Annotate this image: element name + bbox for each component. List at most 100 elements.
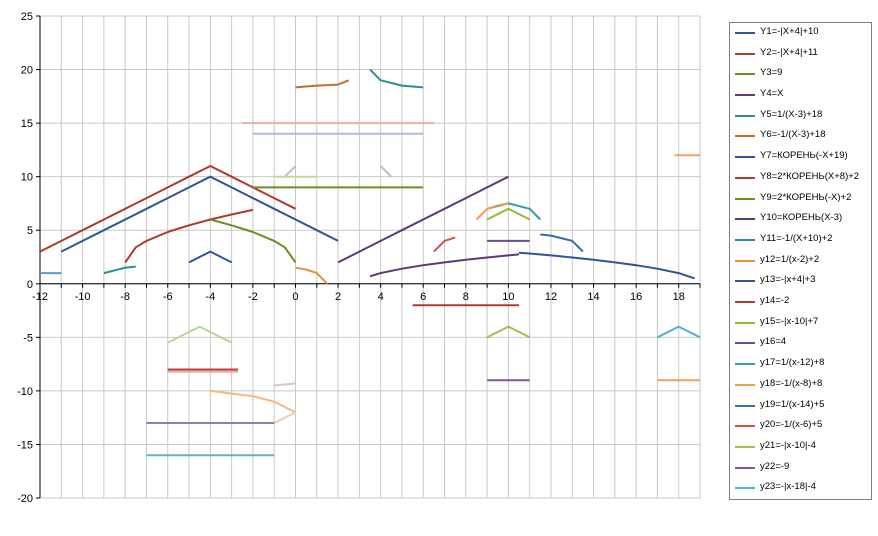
y-tick-label: 20 (21, 65, 33, 77)
legend-item: y12=1/(x-2)+2 (730, 251, 871, 271)
legend-label: Y5=1/(X-3)+18 (760, 108, 823, 120)
legend-label: Y4=X (760, 88, 784, 100)
legend-item: y19=1/(x-14)+5 (730, 396, 871, 416)
legend-item: Y4=X (730, 85, 871, 105)
legend-label: Y9=2*КОРЕНЬ(-X)+2 (760, 191, 852, 203)
legend-item: y22=-9 (730, 458, 871, 478)
legend-swatch (735, 218, 755, 221)
legend-swatch (735, 404, 755, 407)
legend-label: y19=1/(x-14)+5 (760, 398, 825, 410)
series-line (295, 266, 329, 285)
unlabeled-series-line (273, 411, 296, 424)
y-tick-label: 15 (21, 118, 33, 130)
legend-label: Y8=2*КОРЕНЬ(X+8)+2 (760, 170, 860, 182)
legend-item: y15=-|x-10|+7 (730, 313, 871, 333)
unlabeled-series-line (167, 325, 233, 344)
y-tick-label: 25 (21, 11, 33, 23)
legend-swatch (735, 383, 755, 386)
y-tick-label: 0 (27, 279, 33, 291)
unlabeled-series-line (274, 382, 296, 387)
legend-item: Y11=-1/(X+10)+2 (730, 230, 871, 250)
series-line (210, 218, 297, 263)
legend-item: Y7=КОРЕНЬ(-X+19) (730, 147, 871, 167)
x-tick-label: 10 (502, 291, 514, 303)
x-tick-label: 2 (335, 291, 341, 303)
legend-swatch (735, 425, 755, 428)
legend-label: y14=-2 (760, 295, 790, 307)
series-line (60, 175, 339, 253)
legend-label: y21=-|x-10|-4 (760, 439, 816, 451)
legend-item: Y10=КОРЕНЬ(X-3) (730, 209, 871, 229)
series-line (475, 202, 509, 221)
x-tick-label: 8 (463, 291, 469, 303)
legend-item: y13=-|x+4|+3 (730, 271, 871, 291)
x-tick-label: 12 (545, 291, 557, 303)
legend-swatch (735, 280, 755, 283)
legend-swatch (735, 197, 755, 200)
legend-label: Y1=-|X+4|+10 (760, 26, 819, 37)
legend-item: Y9=2*КОРЕНЬ(-X)+2 (730, 189, 871, 209)
legend-label: y15=-|x-10|+7 (760, 315, 819, 327)
unlabeled-series-line (284, 165, 297, 178)
legend-label: Y2=-|X+4|+11 (760, 46, 818, 58)
legend-item: y20=-1/(x-6)+5 (730, 416, 871, 436)
legend-item: Y1=-|X+4|+10 (730, 23, 871, 43)
series-line (337, 175, 509, 264)
x-tick-label: -8 (120, 291, 130, 303)
chart-legend: Y1=-|X+4|+10 Y2=-|X+4|+11 Y3=9 Y4=X Y5=1/(X-… (729, 22, 872, 500)
legend-swatch (735, 487, 755, 490)
x-tick-label: 14 (587, 291, 599, 303)
y-tick-label: -15 (17, 439, 33, 451)
legend-swatch (735, 94, 755, 97)
plot-border (39, 15, 701, 499)
legend-label: Y6=-1/(X-3)+18 (760, 129, 826, 141)
legend-label: y12=1/(x-2)+2 (760, 253, 820, 265)
x-tick-label: -4 (205, 291, 215, 303)
legend-swatch (735, 342, 755, 345)
legend-swatch (735, 363, 755, 366)
legend-label: y23=-|x-18|-4 (760, 481, 816, 493)
series-line (486, 207, 531, 221)
legend-swatch (735, 301, 755, 304)
x-tick-label: 6 (420, 291, 426, 303)
legend-swatch (735, 135, 755, 138)
axis-layer (36, 15, 701, 499)
series-line (518, 251, 696, 280)
y-tick-label: 10 (21, 172, 33, 184)
legend-swatch (735, 114, 755, 117)
grid-layer (39, 15, 701, 499)
y-tick-label: 5 (27, 225, 33, 237)
legend-swatch (735, 176, 755, 179)
legend-item: y23=-|x-18|-4 (730, 478, 871, 498)
legend-label: y16=4 (760, 336, 787, 348)
series-line (103, 265, 136, 275)
legend-swatch (735, 32, 755, 34)
y-tick-label: -10 (17, 386, 33, 398)
series-line (369, 68, 424, 89)
series-line (656, 325, 701, 339)
x-tick-label: -6 (163, 291, 173, 303)
unlabeled-series-line (210, 389, 296, 414)
x-tick-label: -12 (32, 291, 48, 303)
legend-label: Y11=-1/(X+10)+2 (760, 232, 833, 244)
legend-item: y14=-2 (730, 292, 871, 312)
series-line (124, 208, 254, 263)
series-line (369, 253, 520, 278)
x-tick-label: -10 (75, 291, 91, 303)
legend-swatch (735, 73, 755, 76)
legend-item: y16=4 (730, 333, 871, 353)
x-tick-label: -2 (248, 291, 258, 303)
legend-swatch (735, 445, 755, 448)
legend-item: Y3=9 (730, 64, 871, 84)
legend-swatch (735, 52, 755, 55)
y-tick-label: -5 (23, 332, 33, 344)
legend-swatch (735, 466, 755, 469)
legend-item: Y8=2*КОРЕНЬ(X+8)+2 (730, 168, 871, 188)
legend-swatch (735, 321, 755, 324)
legend-item: y17=1/(x-12)+8 (730, 354, 871, 374)
series-line (486, 325, 531, 339)
legend-swatch (735, 238, 755, 241)
